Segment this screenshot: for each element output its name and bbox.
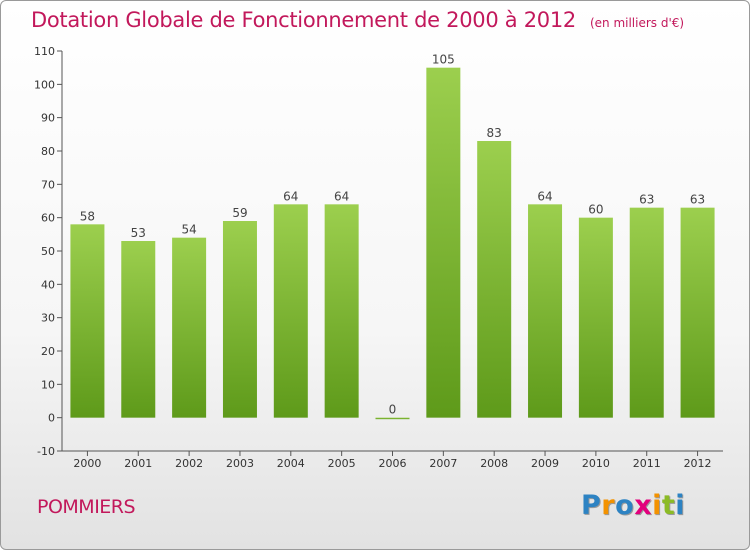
- bar-2004: [273, 204, 308, 418]
- x-tick-label-2002: 2002: [175, 457, 203, 470]
- value-label-2003: 59: [232, 206, 247, 220]
- x-tick-label-2011: 2011: [633, 457, 661, 470]
- x-tick-label-2008: 2008: [480, 457, 508, 470]
- bar-2001: [121, 241, 156, 418]
- commune-name: POMMIERS: [37, 496, 136, 518]
- bar-2011: [629, 207, 664, 418]
- bar-2007: [426, 67, 461, 418]
- chart-subtitle: (en milliers d'€): [589, 16, 685, 30]
- value-label-2010: 60: [588, 203, 603, 217]
- bar-2006: [375, 417, 410, 420]
- x-tick-label-2009: 2009: [531, 457, 559, 470]
- bar-2003: [222, 221, 257, 418]
- logo-letter: x: [634, 490, 653, 521]
- y-tick-label: 0: [48, 412, 55, 425]
- bar-2005: [324, 204, 359, 418]
- bar-2002: [172, 237, 207, 418]
- x-tick-label-2001: 2001: [124, 457, 152, 470]
- value-label-2005: 64: [334, 189, 349, 203]
- y-tick-label: 100: [34, 78, 55, 91]
- value-label-2011: 63: [639, 193, 654, 207]
- x-tick-label-2007: 2007: [429, 457, 457, 470]
- value-label-2009: 64: [537, 189, 552, 203]
- logo-letter: r: [601, 490, 616, 521]
- chart-title: Dotation Globale de Fonctionnement de 20…: [31, 8, 684, 32]
- y-tick-label: 70: [41, 178, 55, 191]
- logo-letter: o: [615, 490, 635, 521]
- x-tick-label-2004: 2004: [277, 457, 305, 470]
- value-label-2001: 53: [131, 226, 146, 240]
- x-tick-label-2005: 2005: [328, 457, 356, 470]
- x-tick-label-2012: 2012: [684, 457, 712, 470]
- y-tick-label: 30: [41, 312, 55, 325]
- y-tick-label: 110: [34, 45, 55, 58]
- y-tick-label: 10: [41, 378, 55, 391]
- value-label-2000: 58: [80, 209, 95, 223]
- y-tick-label: 80: [41, 145, 55, 158]
- chart-title-text: Dotation Globale de Fonctionnement de 20…: [31, 8, 576, 32]
- bar-2010: [578, 217, 613, 418]
- bar-2000: [70, 224, 105, 418]
- y-tick-label: 20: [41, 345, 55, 358]
- y-tick-label: 90: [41, 112, 55, 125]
- logo-letter: i: [652, 490, 662, 521]
- value-labels: 58 53 54 59 64 64 0 105 83 64 60 63 63: [80, 53, 705, 417]
- proxiti-logo: Proxiti: [581, 490, 685, 521]
- y-tick-label: 50: [41, 245, 55, 258]
- x-tick-label-2000: 2000: [73, 457, 101, 470]
- value-label-2008: 83: [487, 126, 502, 140]
- value-label-2004: 64: [283, 189, 298, 203]
- bar-2008: [477, 141, 512, 418]
- bars: [70, 67, 715, 420]
- x-tick-label-2003: 2003: [226, 457, 254, 470]
- y-tick-label: -10: [37, 445, 55, 458]
- logo-letter: t: [661, 490, 676, 521]
- logo-letter: P: [581, 490, 602, 521]
- value-label-2007: 105: [432, 53, 455, 67]
- value-label-2006: 0: [389, 403, 397, 417]
- x-tick-label-2010: 2010: [582, 457, 610, 470]
- bar-2009: [528, 204, 563, 418]
- bar-2012: [680, 207, 715, 418]
- value-label-2012: 63: [690, 193, 705, 207]
- y-tick-label: 60: [41, 212, 55, 225]
- x-tick-label-2006: 2006: [379, 457, 407, 470]
- value-label-2002: 54: [181, 223, 196, 237]
- logo-letter: i: [675, 490, 686, 521]
- axes: -10 0 10 20 30 40 50 60 70 80 90 100 110 2000 2001 2002…: [34, 45, 723, 470]
- y-tick-label: 40: [41, 278, 55, 291]
